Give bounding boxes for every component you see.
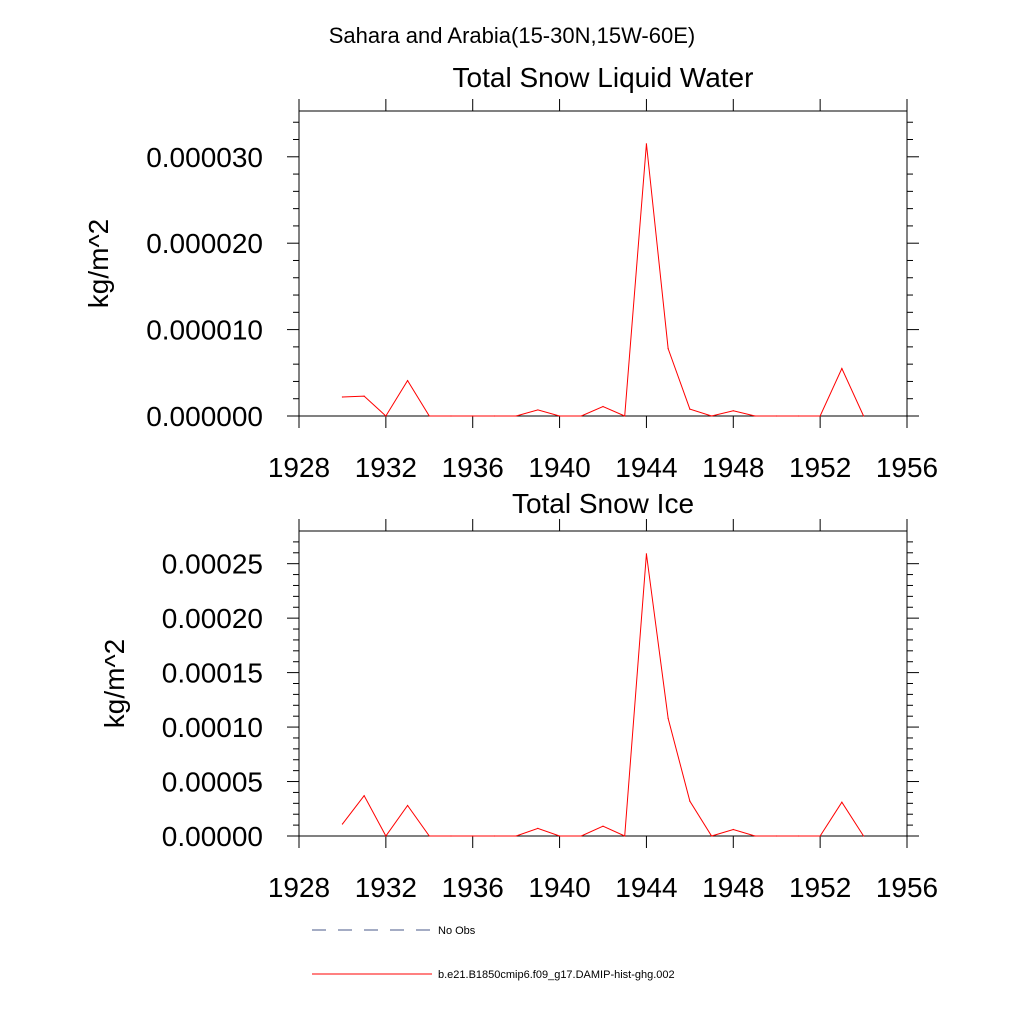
data-point (580, 415, 582, 417)
data-point (797, 415, 800, 417)
x-tick-label: 1936 (442, 452, 504, 483)
series-line (342, 143, 865, 417)
x-tick-label: 1940 (528, 872, 590, 903)
x-tick-label: 1948 (702, 872, 764, 903)
data-point (341, 823, 344, 825)
y-tick-label: 0.00000 (162, 821, 263, 852)
data-point (797, 835, 800, 837)
data-point (537, 409, 539, 411)
y-tick-label: 0.00005 (162, 767, 263, 798)
data-point (841, 801, 843, 803)
data-point (841, 367, 843, 370)
x-tick-label: 1944 (615, 452, 677, 483)
data-point (493, 835, 496, 837)
data-point (385, 835, 387, 837)
data-point (537, 827, 539, 829)
data-point (667, 717, 669, 719)
data-point (732, 828, 734, 831)
data-point (406, 379, 409, 382)
panel-total-snow-liquid-water: Total Snow Liquid Water kg/m^2 1928 1932 193… (83, 62, 938, 483)
data-point (450, 415, 452, 417)
data-point (754, 415, 756, 417)
data-point (862, 415, 865, 417)
y-tick-label: 0.00025 (162, 549, 263, 580)
data-point (754, 835, 756, 837)
data-point (776, 415, 778, 417)
data-point (819, 415, 821, 417)
data-point (580, 835, 582, 837)
data-point (515, 415, 517, 417)
plot-frame (298, 110, 908, 417)
data-point (602, 405, 604, 408)
y-tick-label: 0.00020 (162, 603, 263, 634)
data-point (776, 835, 778, 837)
data-point (385, 415, 387, 417)
data-point (689, 800, 691, 802)
y-tick-label: 0.00015 (162, 658, 263, 689)
suptitle: Sahara and Arabia(15-30N,15W-60E) (329, 23, 695, 48)
data-point (624, 835, 626, 837)
y-tick-label: 0.000020 (146, 228, 263, 259)
chart-title: Total Snow Liquid Water (453, 62, 754, 93)
data-point (624, 415, 626, 417)
y-axis-label: kg/m^2 (99, 639, 130, 728)
data-point (667, 348, 669, 350)
data-point (819, 835, 821, 837)
data-point (406, 804, 409, 807)
x-tick-label: 1956 (876, 872, 938, 903)
x-tick-label: 1952 (789, 452, 851, 483)
data-point (450, 835, 452, 837)
x-tick-label: 1928 (268, 452, 330, 483)
data-point (515, 835, 517, 837)
plot-frame (298, 530, 908, 837)
data-point (428, 835, 430, 837)
x-tick-label: 1948 (702, 452, 764, 483)
chart-title: Total Snow Ice (512, 488, 694, 519)
data-point (472, 415, 474, 417)
data-point (645, 143, 648, 145)
data-point (732, 410, 734, 412)
data-point (645, 553, 648, 555)
x-tick-label: 1928 (268, 872, 330, 903)
legend: No Obs b.e21.B1850cmip6.f09_g17.DAMIP-hi… (312, 925, 675, 981)
y-tick-label: 0.000010 (146, 315, 263, 346)
x-tick-label: 1952 (789, 872, 851, 903)
data-point (363, 795, 365, 797)
x-tick-label: 1932 (355, 872, 417, 903)
data-point (341, 396, 344, 398)
y-axis-label: kg/m^2 (83, 219, 114, 308)
y-tick-label: 0.000000 (146, 401, 263, 432)
legend-model-label: b.e21.B1850cmip6.f09_g17.DAMIP-hist-ghg.… (438, 969, 675, 981)
data-point (428, 415, 430, 417)
x-tick-label: 1940 (528, 452, 590, 483)
data-point (710, 835, 713, 837)
x-tick-label: 1944 (615, 872, 677, 903)
y-tick-label: 0.00010 (162, 712, 263, 743)
data-point (472, 835, 474, 837)
data-point (710, 415, 713, 417)
data-point (862, 835, 865, 837)
x-tick-label: 1936 (442, 872, 504, 903)
panel-total-snow-ice: Total Snow Ice kg/m^2 1928 1932 1936 1940 1944… (99, 488, 938, 903)
x-tick-label: 1932 (355, 452, 417, 483)
data-point (493, 415, 496, 417)
data-point (558, 415, 561, 417)
data-point (363, 395, 365, 397)
data-point (602, 825, 604, 827)
data-point (558, 835, 561, 837)
y-tick-label: 0.000030 (146, 142, 263, 173)
data-point (689, 408, 691, 410)
x-tick-label: 1956 (876, 452, 938, 483)
series-line (342, 553, 864, 837)
legend-no-obs-label: No Obs (438, 925, 476, 937)
